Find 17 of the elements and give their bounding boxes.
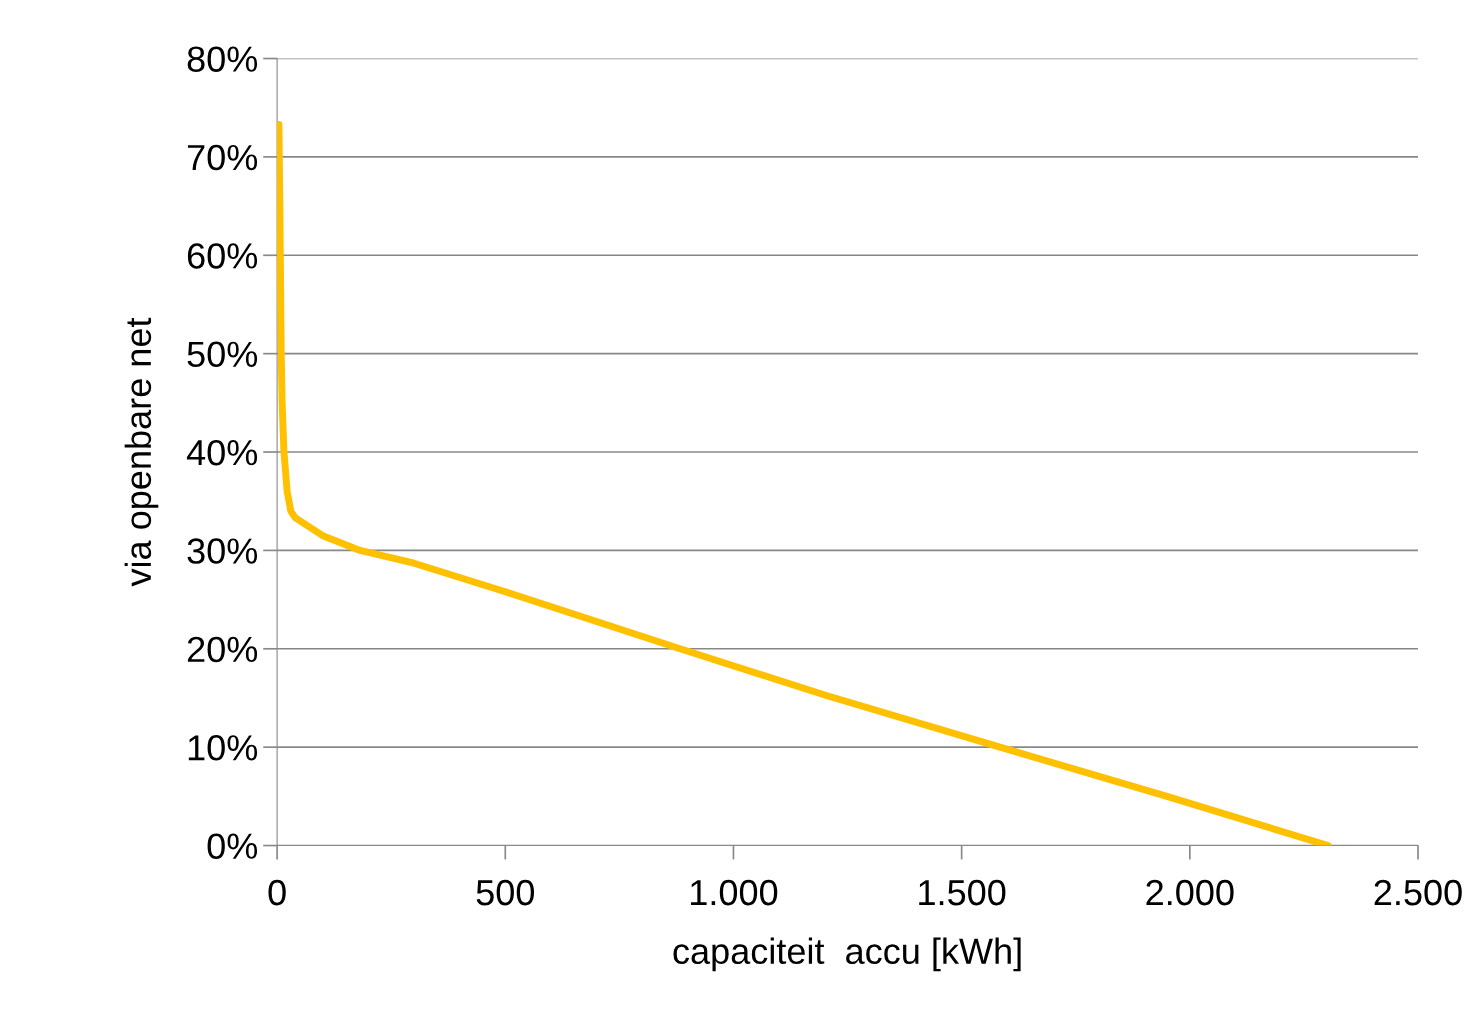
- y-tick-label: 70%: [187, 144, 258, 171]
- y-tick-label: 50%: [187, 341, 258, 368]
- y-tick-label: 10%: [188, 735, 258, 761]
- y-tick-label: 30%: [187, 538, 258, 564]
- y-tick-label: 40%: [186, 439, 258, 466]
- x-tick-label: 500: [476, 879, 534, 906]
- y-tick-label: 60%: [187, 243, 258, 269]
- x-tick-label: 0: [268, 879, 286, 906]
- y-tick-label: 80%: [187, 46, 258, 72]
- x-axis-title: capaciteit accu [kWh]: [673, 937, 1021, 972]
- x-tick-label: 2.500: [1374, 879, 1462, 906]
- x-tick-label: 1.500: [919, 879, 1006, 906]
- x-tick-label: 2.000: [1146, 879, 1234, 906]
- y-axis-title: via openbare net: [124, 317, 159, 587]
- y-tick-label: 20%: [187, 636, 258, 663]
- y-tick-label: 0%: [207, 833, 258, 859]
- x-tick-label: 1.000: [691, 879, 778, 906]
